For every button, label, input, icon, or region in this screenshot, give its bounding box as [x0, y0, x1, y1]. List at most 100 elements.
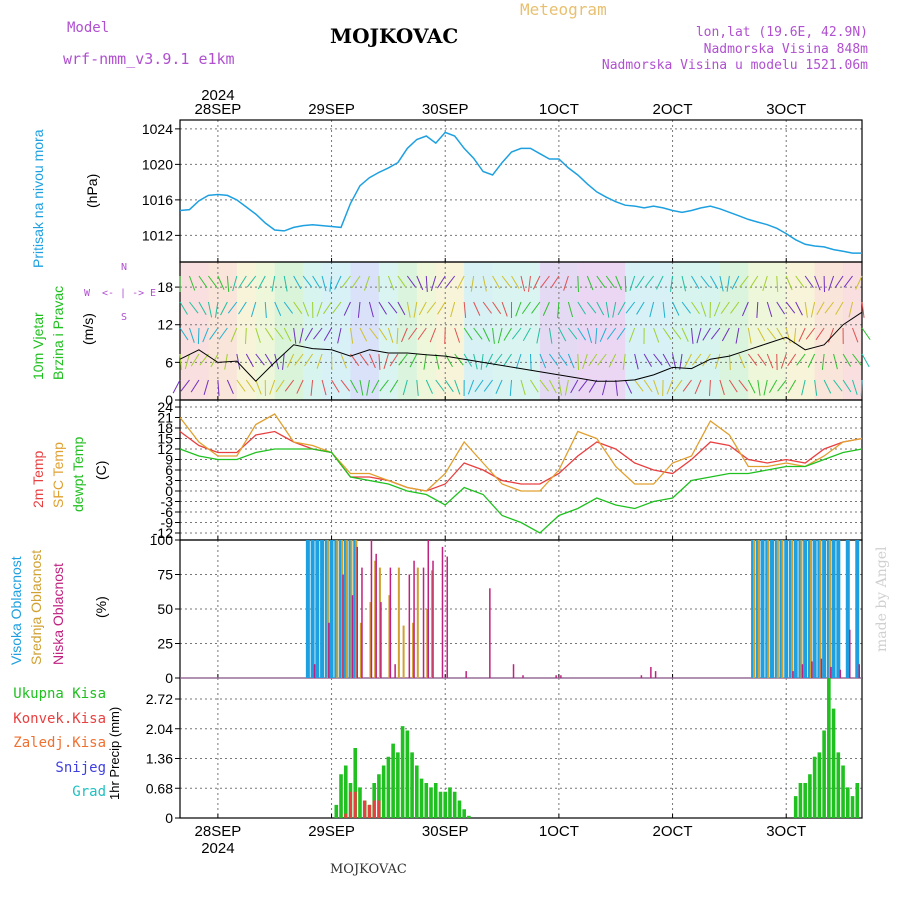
- wind-barb: [649, 301, 655, 318]
- precip-bar: [462, 809, 466, 818]
- precip-bar: [812, 756, 817, 818]
- precip-bar: [334, 804, 339, 818]
- cloud-bar: [555, 675, 557, 678]
- wind-barb: [578, 379, 588, 392]
- wind-barb: [436, 275, 446, 289]
- wind-barb: [255, 353, 265, 366]
- time-label-top: 3OCT: [766, 101, 806, 118]
- wind-barb: [629, 275, 636, 291]
- temp-ytick-label: 24: [157, 399, 173, 415]
- wind-barb: [766, 301, 773, 317]
- cloud-high-title: Visoka Oblacnost: [8, 556, 24, 665]
- temp-ytick-label: 3: [165, 473, 173, 489]
- cloud-bar: [650, 666, 652, 678]
- temp-ytick-label: 21: [157, 410, 173, 426]
- wind-barb: [582, 353, 588, 369]
- cloud-bar: [432, 560, 434, 678]
- time-label-top: 29SEP: [308, 101, 355, 118]
- model-name: wrf-nmm_v3.9.1 e1km: [63, 50, 235, 68]
- precip-ytick-label: 0.68: [146, 780, 173, 796]
- wind-barb: [398, 353, 408, 366]
- wind-barb: [417, 327, 427, 340]
- wind-barb: [299, 327, 304, 344]
- temp-line-2: [179, 448, 863, 534]
- wind-barb: [245, 353, 254, 368]
- wind-barb: [816, 301, 825, 315]
- wind-barb: [542, 301, 550, 316]
- precip-bar: [391, 743, 395, 818]
- wind-barb: [787, 379, 797, 393]
- cloud-bar: [329, 540, 334, 678]
- wind-barb: [397, 275, 407, 288]
- wind-barb: [691, 327, 694, 344]
- pressure-ytick-label: 1016: [142, 192, 173, 208]
- wind-barb: [601, 379, 607, 396]
- wind-barb: [497, 327, 503, 344]
- wind-barb: [577, 327, 587, 341]
- precip-bar: [429, 787, 433, 818]
- wind-barb: [529, 353, 532, 370]
- wind-barb: [681, 275, 687, 292]
- wind-barb: [389, 379, 399, 393]
- wind-barb: [796, 353, 806, 366]
- wind-barb: [282, 353, 285, 370]
- temp-ytick-label: -12: [153, 525, 173, 541]
- precip-bar: [344, 813, 348, 818]
- wind-barb: [269, 379, 276, 395]
- wind-barb: [861, 353, 870, 368]
- wind-band: [236, 262, 256, 400]
- wind-barb: [293, 327, 297, 344]
- wind-barb: [673, 379, 683, 392]
- cloud-bar: [792, 671, 794, 678]
- cloud-bar: [798, 540, 803, 678]
- wind-barb: [814, 379, 818, 396]
- wind-barb: [679, 353, 683, 370]
- wind-barb: [804, 301, 808, 318]
- wind-barb: [815, 327, 825, 341]
- wind-barb: [474, 379, 484, 393]
- cloud-bar: [522, 675, 524, 678]
- wind-barb: [283, 327, 292, 342]
- cloud-bar: [828, 540, 831, 678]
- wind-barb: [824, 301, 834, 314]
- wind-barb: [274, 353, 280, 370]
- wind-barb: [238, 275, 247, 289]
- wind-barb: [852, 327, 859, 343]
- wind-barb: [532, 275, 541, 290]
- precip-ytick-label: 0: [165, 810, 173, 826]
- wind-barb: [757, 379, 761, 396]
- precip-bar: [372, 800, 376, 818]
- wind-barb: [198, 275, 208, 289]
- wind-frame: [179, 261, 863, 401]
- wind-barb: [807, 353, 816, 368]
- cloud-bar: [845, 540, 850, 678]
- cloud-bar: [817, 540, 822, 678]
- wind-barb: [570, 379, 579, 394]
- precip-bar: [377, 800, 381, 818]
- lonlat-label: lon,lat (19.6E, 42.9N): [695, 25, 868, 40]
- wind-barb: [329, 275, 333, 292]
- wind-barb: [605, 275, 615, 288]
- cloud-bar: [353, 540, 358, 678]
- wind-barb: [321, 275, 327, 292]
- wind-band: [786, 262, 815, 400]
- wind-barb: [425, 275, 428, 292]
- wind-barb: [605, 301, 610, 318]
- wind-band: [255, 262, 275, 400]
- temp-ytick-label: 0: [165, 483, 173, 499]
- wind-barb: [776, 301, 786, 315]
- wind-barb: [189, 275, 196, 291]
- wind-barb: [350, 379, 359, 394]
- wind-barb: [368, 353, 376, 369]
- wind-barb: [350, 327, 354, 344]
- wind-barb: [643, 353, 652, 367]
- wind-barb: [672, 327, 682, 340]
- wind-barb: [515, 353, 522, 369]
- wind-barb: [418, 301, 427, 316]
- wind-barb: [787, 353, 797, 367]
- wind-barb: [454, 379, 461, 395]
- wind-barb: [757, 353, 767, 366]
- wind-barb: [406, 275, 417, 288]
- cloud-bar: [326, 540, 329, 678]
- wind-barb: [596, 301, 605, 316]
